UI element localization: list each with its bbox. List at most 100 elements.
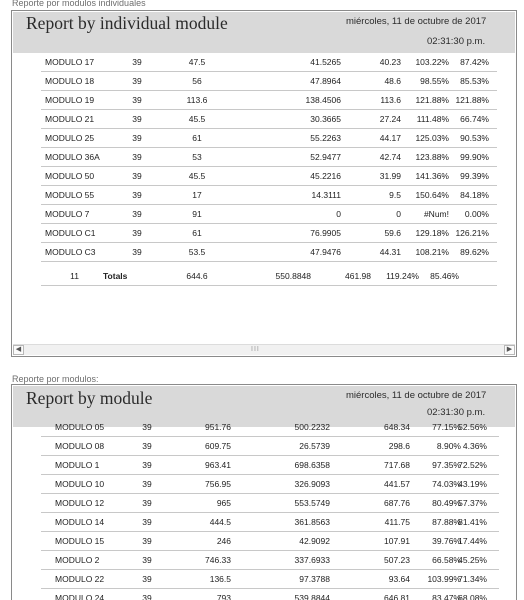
table-cell: 8.90% xyxy=(436,441,461,451)
table-cell: 99.39% xyxy=(460,171,489,181)
table-row: MODULO 22 39 136.5 97.3788 93.64 103.99% 71.34… xyxy=(41,570,499,589)
table-cell: 53 xyxy=(192,152,202,162)
table-row: MODULO 19 39 113.6 138.4506 113.6 121.88% 121.… xyxy=(41,91,497,110)
table-cell: 648.34 xyxy=(384,422,410,432)
table-row: MODULO 08 39 609.75 26.5739 298.6 8.90% 4.36% xyxy=(41,437,499,456)
scroll-grip-icon[interactable]: III xyxy=(251,346,260,353)
table-row: MODULO 21 39 45.5 30.3665 27.24 111.48% 66.74% xyxy=(41,110,497,129)
table-cell: 45.5 xyxy=(188,114,206,124)
table-cell: 361.8563 xyxy=(294,517,330,527)
table-row: MODULO 55 39 17 14.3111 9.5 150.64% 84.18% xyxy=(41,186,497,205)
table-cell: 40.23 xyxy=(379,57,401,67)
table-cell: 39 xyxy=(142,517,152,527)
table-cell: 55.2263 xyxy=(310,133,341,143)
scroll-right-icon[interactable]: ▶ xyxy=(504,345,515,355)
table-row: MODULO 12 39 965 553.5749 687.76 80.49% 57.37% xyxy=(41,494,499,513)
table-cell: 39 xyxy=(132,133,142,143)
table-cell: 39 xyxy=(142,498,152,508)
table-row: MODULO 36A 39 53 52.9477 42.74 123.88% 99.90% xyxy=(41,148,497,167)
table-cell: 121.88% xyxy=(455,95,489,105)
table-cell: 47.8964 xyxy=(310,76,341,86)
table-cell: 83.47% xyxy=(432,593,461,600)
table-cell: 39 xyxy=(142,422,152,432)
table-cell: #Num! xyxy=(423,209,449,219)
table-cell: 411.75 xyxy=(384,517,410,527)
table-cell: 61 xyxy=(192,228,202,238)
totals-value: 461.98 xyxy=(345,271,371,281)
table-cell: 45.2216 xyxy=(310,171,341,181)
table-cell: 66.58% xyxy=(432,555,461,565)
module-name-cell: MODULO C3 xyxy=(45,247,96,257)
table-cell: 746.33 xyxy=(205,555,231,565)
module-name-cell: MODULO 7 xyxy=(45,209,90,219)
table-cell: 41.5265 xyxy=(310,57,341,67)
table-row: MODULO 50 39 45.5 45.2216 31.99 141.36% 99.39% xyxy=(41,167,497,186)
table-cell: 53.5 xyxy=(188,247,206,257)
table-cell: 89.62% xyxy=(460,247,489,257)
table-row: MODULO 10 39 756.95 326.9093 441.57 74.03% 43.… xyxy=(41,475,499,494)
module-name-cell: MODULO 55 xyxy=(45,190,95,200)
table-cell: 246 xyxy=(216,536,231,546)
table-cell: 39 xyxy=(142,574,152,584)
table-cell: 14.3111 xyxy=(311,190,341,200)
module-name-cell: MODULO 08 xyxy=(55,441,105,451)
table-row: MODULO 14 39 444.5 361.8563 411.75 87.88% 81.4… xyxy=(41,513,499,532)
individual-module-report[interactable]: Report by individual module miércoles, 1… xyxy=(11,10,517,357)
table-cell: 45.5 xyxy=(188,171,206,181)
table-cell: 0 xyxy=(396,209,401,219)
module-name-cell: MODULO 1 xyxy=(55,460,100,470)
module-name-cell: MODULO 2 xyxy=(55,555,100,565)
table-row: MODULO C3 39 53.5 47.9476 44.31 108.21% 89.62% xyxy=(41,243,497,262)
module-name-cell: MODULO 15 xyxy=(55,536,105,546)
table-cell: 39 xyxy=(132,152,142,162)
module-name-cell: MODULO 50 xyxy=(45,171,95,181)
totals-value: 85.46% xyxy=(430,271,459,281)
table-cell: 646.81 xyxy=(384,593,410,600)
table-cell: 39 xyxy=(142,441,152,451)
module-report[interactable]: Report by module miércoles, 11 de octubr… xyxy=(11,384,517,600)
table-cell: 52.9477 xyxy=(310,152,341,162)
scroll-left-icon[interactable]: ◀ xyxy=(13,345,24,355)
table-cell: 441.57 xyxy=(384,479,410,489)
table-cell: 337.6933 xyxy=(294,555,330,565)
table-cell: 30.3665 xyxy=(310,114,341,124)
table-cell: 0 xyxy=(336,209,341,219)
table-cell: 553.5749 xyxy=(294,498,330,508)
table-cell: 85.53% xyxy=(460,76,489,86)
table-cell: 47.5 xyxy=(188,57,206,67)
totals-value: 644.6 xyxy=(186,271,208,281)
table-cell: 39.76% xyxy=(432,536,461,546)
table-cell: 4.36% xyxy=(462,441,487,451)
table-cell: 44.17 xyxy=(379,133,401,143)
table-cell: 965 xyxy=(216,498,231,508)
table-cell: 59.6 xyxy=(384,228,401,238)
table-row: MODULO 17 39 47.5 41.5265 40.23 103.22% 87.42% xyxy=(41,53,497,72)
table-cell: 87.88% xyxy=(432,517,461,527)
table-cell: 39 xyxy=(132,114,142,124)
totals-value: 119.24% xyxy=(386,271,419,281)
table-cell: 80.49% xyxy=(432,498,461,508)
table-cell: 687.76 xyxy=(384,498,410,508)
table-cell: 84.18% xyxy=(460,190,489,200)
table-cell: 90.53% xyxy=(460,133,489,143)
module-name-cell: MODULO C1 xyxy=(45,228,96,238)
report-title: Report by module xyxy=(26,388,153,408)
report-caption: Reporte por modulos individuales xyxy=(12,0,146,8)
table-cell: 68.08% xyxy=(458,593,487,600)
table-cell: 793 xyxy=(216,593,231,600)
table-cell: 39 xyxy=(142,479,152,489)
table-cell: 39 xyxy=(142,460,152,470)
table-cell: 136.5 xyxy=(209,574,231,584)
module-name-cell: MODULO 12 xyxy=(55,498,105,508)
table-cell: 48.6 xyxy=(384,76,401,86)
table-cell: 71.34% xyxy=(458,574,487,584)
table-cell: 97.35% xyxy=(432,460,461,470)
table-cell: 39 xyxy=(132,171,142,181)
table-cell: 39 xyxy=(142,555,152,565)
table-row: MODULO C1 39 61 76.9905 59.6 129.18% 126.21% xyxy=(41,224,497,243)
horizontal-scrollbar[interactable]: ◀ III ▶ xyxy=(13,344,515,355)
table-cell: 9.5 xyxy=(389,190,401,200)
table-cell: 81.41% xyxy=(458,517,487,527)
table-cell: 26.5739 xyxy=(299,441,330,451)
table-cell: 77.15% xyxy=(432,422,461,432)
